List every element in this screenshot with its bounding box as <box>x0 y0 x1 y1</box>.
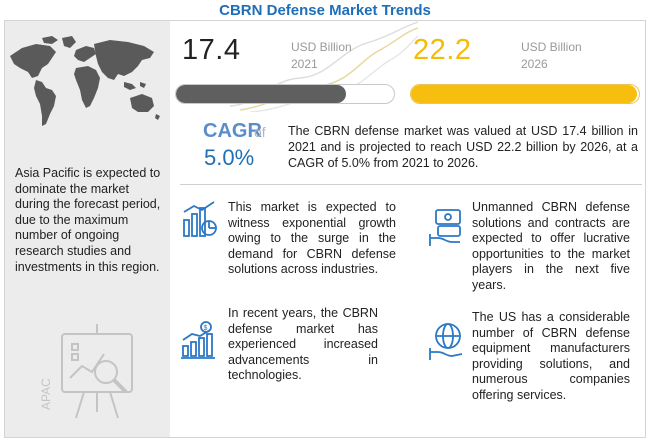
region-tag: APAC <box>40 378 53 410</box>
cagr-of-label: of <box>254 124 266 140</box>
progress-fill-2021 <box>176 85 347 103</box>
progress-bar-2021 <box>175 84 395 104</box>
page-title: CBRN Defense Market Trends <box>219 2 431 19</box>
market-year-2026: 2026 <box>521 57 548 71</box>
apac-analytics-icon: APAC <box>40 324 133 419</box>
infographic-frame <box>4 20 646 438</box>
world-map-icon <box>10 36 160 126</box>
card-text-3: In recent years, the CBRN defense market… <box>228 306 378 383</box>
progress-fill-2026 <box>411 85 637 103</box>
cagr-value: 5.0% <box>204 145 255 170</box>
card-text-1: This market is expected to witness expon… <box>228 200 396 277</box>
growth-chart-icon <box>183 201 217 237</box>
market-value-2026: 22.2 <box>413 34 472 66</box>
svg-text:$: $ <box>204 325 208 332</box>
market-unit-2026: USD Billion <box>521 40 582 54</box>
progress-bar-2026 <box>410 84 640 104</box>
market-value-2021: 17.4 <box>182 34 241 66</box>
globe-hand-icon <box>429 323 463 360</box>
market-unit-2021: USD Billion <box>291 40 352 54</box>
card-text-2: Unmanned CBRN defense solutions and cont… <box>472 200 630 292</box>
dollar-bar-chart-icon: $ <box>181 321 215 359</box>
section-divider <box>180 184 642 185</box>
money-hand-icon <box>429 209 461 246</box>
market-year-2021: 2021 <box>291 57 318 71</box>
card-text-4: The US has a considerable number of CBRN… <box>472 310 630 402</box>
cagr-description: The CBRN defense market was valued at US… <box>288 124 638 170</box>
cagr-label: CAGR <box>203 120 262 142</box>
region-description: Asia Pacific is expected to dominate the… <box>15 166 161 274</box>
